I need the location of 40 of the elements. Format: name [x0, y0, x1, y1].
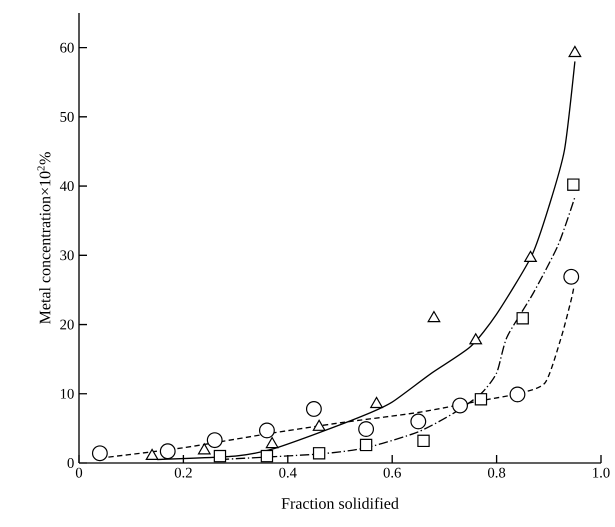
x-tick-label: 0.2	[174, 468, 192, 478]
point	[428, 311, 440, 322]
point	[510, 386, 526, 402]
point	[260, 450, 274, 462]
y-tick-label: 10	[60, 388, 74, 399]
point	[568, 46, 582, 58]
point	[258, 422, 275, 438]
point	[360, 438, 372, 452]
point	[358, 421, 374, 437]
point	[266, 437, 279, 448]
x-tick-label: 0.4	[279, 468, 297, 478]
point	[417, 434, 430, 448]
point	[452, 398, 468, 414]
point	[516, 312, 529, 324]
point	[370, 396, 383, 408]
x-tick-label: 0.8	[488, 468, 506, 478]
x-tick-label: 1.0	[593, 468, 610, 478]
point	[312, 420, 326, 431]
point	[474, 393, 488, 406]
y-tick-label: 40	[60, 181, 74, 192]
point	[92, 445, 108, 462]
point	[160, 443, 176, 460]
point	[410, 414, 426, 430]
point	[214, 450, 226, 462]
point	[469, 333, 482, 344]
x-tick-label: 0.6	[384, 468, 401, 478]
point	[524, 250, 537, 262]
point	[567, 178, 580, 191]
point	[312, 447, 326, 460]
y-tick-label: 60	[60, 42, 74, 53]
point	[306, 401, 322, 417]
x-tick-label: 0	[76, 468, 82, 478]
point	[563, 268, 580, 285]
y-axis-title: Metal concentration×10$^{2}$%	[37, 152, 50, 324]
y-tick-label: 0	[68, 458, 74, 468]
y-tick-label: 20	[60, 320, 74, 330]
y-tick-label: 30	[60, 250, 74, 260]
x-axis-title: Fraction solidified	[282, 497, 399, 509]
y-tick-label: 50	[60, 112, 74, 122]
point	[206, 432, 223, 448]
